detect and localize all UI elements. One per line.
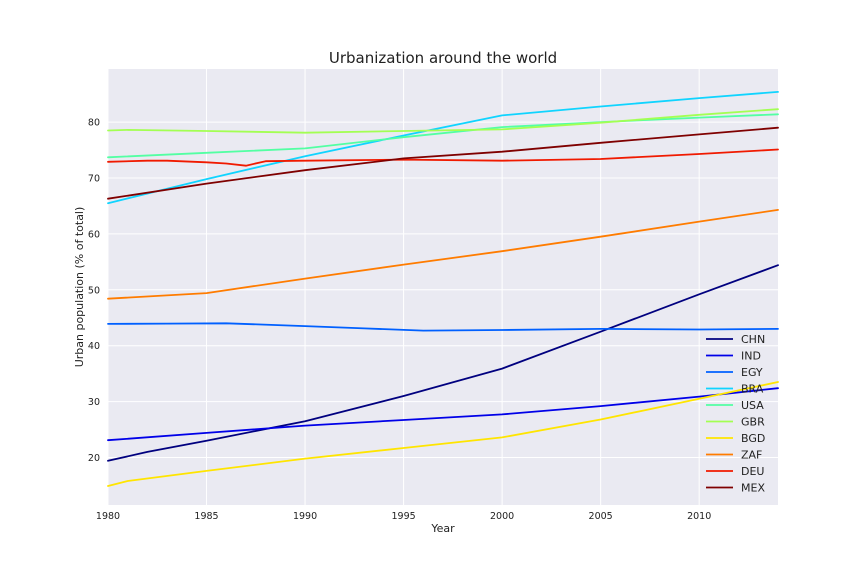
x-tick-label: 2010: [687, 511, 711, 522]
series-line-chn: [107, 264, 779, 462]
y-tick-label: 70: [88, 174, 100, 185]
legend-label-bra: BRA: [741, 383, 764, 396]
y-tick-label: 50: [88, 285, 100, 296]
series-line-bgd: [107, 381, 779, 487]
series-line-zaf: [107, 208, 779, 300]
x-tick-label: 1980: [96, 511, 120, 522]
series-line-egy: [107, 322, 779, 332]
x-tick-label: 2005: [589, 511, 613, 522]
x-tick-label: 2000: [490, 511, 514, 522]
series-line-bra: [107, 91, 779, 205]
series-line-gbr: [107, 108, 779, 134]
legend-label-deu: DEU: [741, 465, 764, 478]
y-tick-label: 80: [88, 118, 100, 129]
y-tick-label: 20: [88, 453, 100, 464]
x-tick-label: 1985: [194, 511, 218, 522]
series-line-usa: [107, 113, 779, 159]
y-axis-label: Urban population (% of total): [73, 207, 86, 368]
y-tick-label: 30: [88, 397, 100, 408]
x-axis-label: Year: [430, 522, 455, 535]
chart-title: Urbanization around the world: [329, 49, 557, 67]
y-tick-label: 40: [88, 341, 100, 352]
legend-label-bgd: BGD: [741, 432, 765, 445]
series-line-ind: [107, 387, 779, 442]
legend-label-zaf: ZAF: [741, 449, 762, 462]
legend-label-egy: EGY: [741, 366, 763, 379]
x-tick-label: 1995: [391, 511, 415, 522]
x-axis-ticks: 1980 1985 1990 1995 2000 2005 2010: [96, 511, 711, 522]
legend-label-gbr: GBR: [741, 416, 765, 429]
legend-label-ind: IND: [741, 350, 761, 363]
x-tick-label: 1990: [293, 511, 317, 522]
legend-label-usa: USA: [741, 399, 764, 412]
series-line-deu: [107, 148, 779, 167]
series-line-mex: [107, 126, 779, 200]
legend-label-mex: MEX: [741, 482, 765, 495]
y-tick-label: 60: [88, 229, 100, 240]
legend: CHN IND EGY BRA USA GBR BGD ZAF DEU MEX: [706, 333, 765, 495]
legend-label-chn: CHN: [741, 333, 765, 346]
y-axis-ticks: 20 30 40 50 60 70 80: [88, 118, 100, 464]
grid: [107, 69, 778, 505]
series-lines: [107, 91, 779, 487]
